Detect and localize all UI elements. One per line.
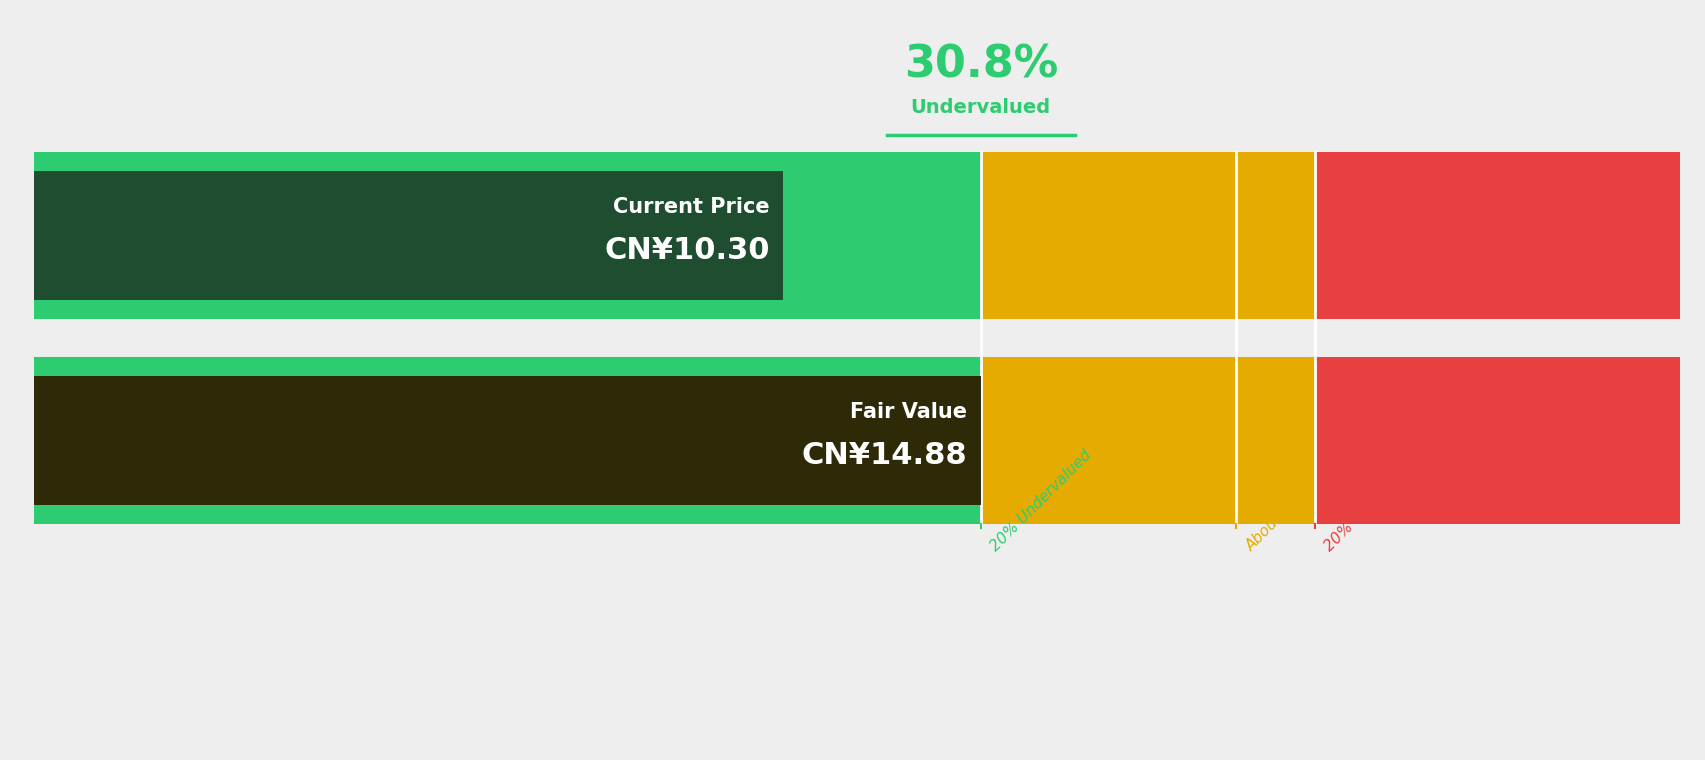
Text: 30.8%: 30.8% — [904, 43, 1057, 86]
Bar — [1234, 357, 1315, 524]
Bar — [1315, 152, 1679, 319]
Text: About Right: About Right — [1241, 480, 1316, 554]
Text: CN¥10.30: CN¥10.30 — [604, 236, 769, 265]
Text: CN¥14.88: CN¥14.88 — [801, 442, 967, 470]
Bar — [34, 171, 783, 300]
Bar — [980, 152, 1234, 319]
Bar — [34, 376, 980, 505]
Text: 20% Undervalued: 20% Undervalued — [987, 447, 1095, 554]
Bar — [34, 357, 980, 524]
Text: Current Price: Current Price — [612, 197, 769, 217]
Text: Fair Value: Fair Value — [849, 402, 967, 422]
Text: Undervalued: Undervalued — [910, 98, 1050, 117]
Bar — [1234, 152, 1315, 319]
Bar — [1315, 357, 1679, 524]
Text: 20% Overvalued: 20% Overvalued — [1321, 454, 1422, 554]
Bar — [980, 357, 1234, 524]
Bar — [34, 152, 980, 319]
